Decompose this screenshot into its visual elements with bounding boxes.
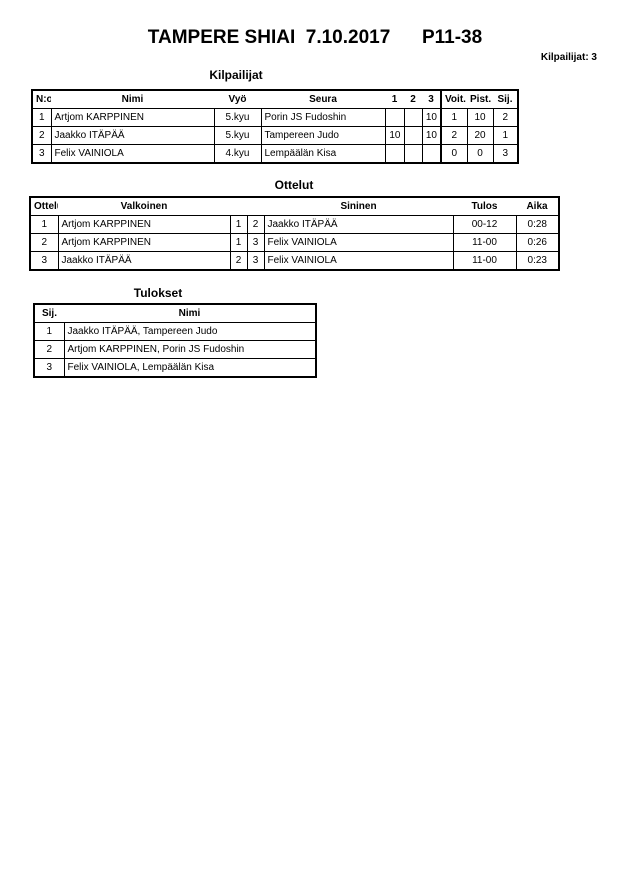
table-cell (403, 144, 423, 164)
table-cell: 2 (29, 233, 59, 252)
table-cell: 1 (229, 215, 248, 234)
table-cell: 2 (246, 215, 265, 234)
table-cell: 4.kyu (213, 144, 262, 164)
column-header: 1 (391, 94, 398, 105)
table-cell: 11-00 (452, 233, 517, 252)
table-cell: 3 (29, 251, 59, 271)
table-cell: Lempäälän Kisa (260, 144, 386, 164)
competitor-count: Kilpailijat: 3 (540, 52, 597, 63)
table-cell: 3 (492, 144, 519, 164)
table-cell: 10 (466, 108, 494, 127)
table-cell: 1 (33, 322, 65, 341)
column-header (247, 197, 264, 216)
table-cell: Artjom KARPPINEN (57, 215, 231, 234)
matches-heading: Ottelut (274, 178, 314, 192)
table-cell: Jaakko ITÄPÄÄ (57, 251, 231, 271)
table-cell: 10 (421, 108, 442, 127)
table-cell (384, 144, 405, 164)
table-row: 2 Jaakko ITÄPÄÄ 5.kyu Tampereen Judo 10 10 2 20… (31, 126, 519, 145)
table-cell: 00-12 (452, 215, 517, 234)
column-header: Voit. (440, 90, 467, 109)
column-header: Aika (526, 201, 548, 212)
table-cell: 2 (33, 340, 65, 359)
table-cell: 0:23 (515, 251, 560, 271)
column-header: Sij. (41, 308, 57, 319)
table-row: 1 Artjom KARPPINEN 5.kyu Porin JS Fudoshin 1… (31, 108, 519, 127)
table-cell: Tampereen Judo (260, 126, 386, 145)
table-cell: 2 (229, 251, 248, 271)
table-cell: Felix VAINIOLA (50, 144, 215, 164)
table-cell: 1 (29, 215, 59, 234)
table-cell (403, 126, 423, 145)
column-header: Seura (309, 94, 337, 105)
page-title: TAMPERE SHIAI 7.10.2017 P11-38 (147, 27, 483, 48)
table-cell: 5.kyu (213, 108, 262, 127)
header-row: N:o Nimi Vyö Seura 1 2 3 Voit.Pist. Sij. (32, 90, 518, 109)
column-header: Nimi (178, 308, 201, 319)
table-row: 3 Jaakko ITÄPÄÄ 2 3 Felix VAINIOLA 11-00 0:23 (29, 251, 560, 271)
table-cell: 2 (31, 126, 52, 145)
table-cell: 20 (466, 126, 494, 145)
table-cell: 1 (492, 126, 519, 145)
competitors-heading: Kilpailijat (209, 68, 263, 82)
table-cell: 11-00 (452, 251, 517, 271)
table-cell: 0 (466, 144, 494, 164)
table-cell: 3 (246, 233, 265, 252)
table-cell: 1 (229, 233, 248, 252)
competitors-table: N:oNimiVyöSeura123Voit.Pist.Sij.1Artjom … (31, 89, 519, 164)
table-cell: Jaakko ITÄPÄÄ (50, 126, 215, 145)
table-cell (384, 108, 405, 127)
table-cell: 0:28 (515, 215, 560, 234)
table-cell (421, 144, 442, 164)
table-cell: 10 (421, 126, 442, 145)
table-cell: Artjom KARPPINEN, Porin JS Fudoshin (63, 340, 317, 359)
table-cell: 3 (246, 251, 265, 271)
column-header: Nimi (121, 94, 144, 105)
column-header: 2 (410, 94, 416, 105)
column-header: Sininen (340, 201, 377, 212)
table-row: 2 Artjom KARPPINEN, Porin JS Fudoshin (33, 340, 317, 359)
header-row: Ottelu Valkoinen Sininen Tulos Aika (30, 197, 559, 216)
table-row: 1 Artjom KARPPINEN 1 2 Jaakko ITÄPÄÄ 00-12 0:2… (29, 215, 560, 234)
column-header: N:o (36, 94, 51, 105)
table-cell (403, 108, 423, 127)
table-cell: 3 (31, 144, 52, 164)
table-cell: Artjom KARPPINEN (50, 108, 215, 127)
table-cell: 10 (384, 126, 405, 145)
table-cell: Felix VAINIOLA (263, 233, 454, 252)
table-cell: Jaakko ITÄPÄÄ, Tampereen Judo (63, 322, 317, 341)
results-heading: Tulokset (133, 286, 183, 300)
table-cell: Felix VAINIOLA (263, 251, 454, 271)
table-row: 1 Jaakko ITÄPÄÄ, Tampereen Judo (33, 322, 317, 341)
table-row: 3 Felix VAINIOLA 4.kyu Lempäälän Kisa 0 0 3 (31, 144, 519, 164)
column-header: Pist. (470, 94, 492, 105)
table-cell: Porin JS Fudoshin (260, 108, 386, 127)
column-header: Tulos (471, 201, 498, 212)
table-cell: Felix VAINIOLA, Lempäälän Kisa (63, 358, 317, 378)
table-cell: Jaakko ITÄPÄÄ (263, 215, 454, 234)
table-row: 3 Felix VAINIOLA, Lempäälän Kisa (33, 358, 317, 378)
header-row: Sij. Nimi (34, 304, 316, 323)
table-cell: 0:26 (515, 233, 560, 252)
column-header: Sij. (497, 94, 513, 105)
column-header: Ottelu (34, 201, 58, 212)
column-header (230, 197, 247, 216)
column-header: Vyö (228, 94, 247, 105)
table-cell: 5.kyu (213, 126, 262, 145)
table-cell: 2 (440, 126, 468, 145)
table-cell: 2 (492, 108, 519, 127)
table-row: 2 Artjom KARPPINEN 1 3 Felix VAINIOLA 11-00 0:… (29, 233, 560, 252)
table-cell: 1 (440, 108, 468, 127)
column-header: Valkoinen (120, 201, 168, 212)
results-table: Sij. Nimi 1 Jaakko ITÄPÄÄ, Tampereen Judo 2 A… (33, 303, 317, 378)
table-cell: 0 (440, 144, 468, 164)
table-cell: Artjom KARPPINEN (57, 233, 231, 252)
table-cell: 1 (31, 108, 52, 127)
table-cell: 3 (33, 358, 65, 378)
column-header: 3 (428, 94, 434, 105)
